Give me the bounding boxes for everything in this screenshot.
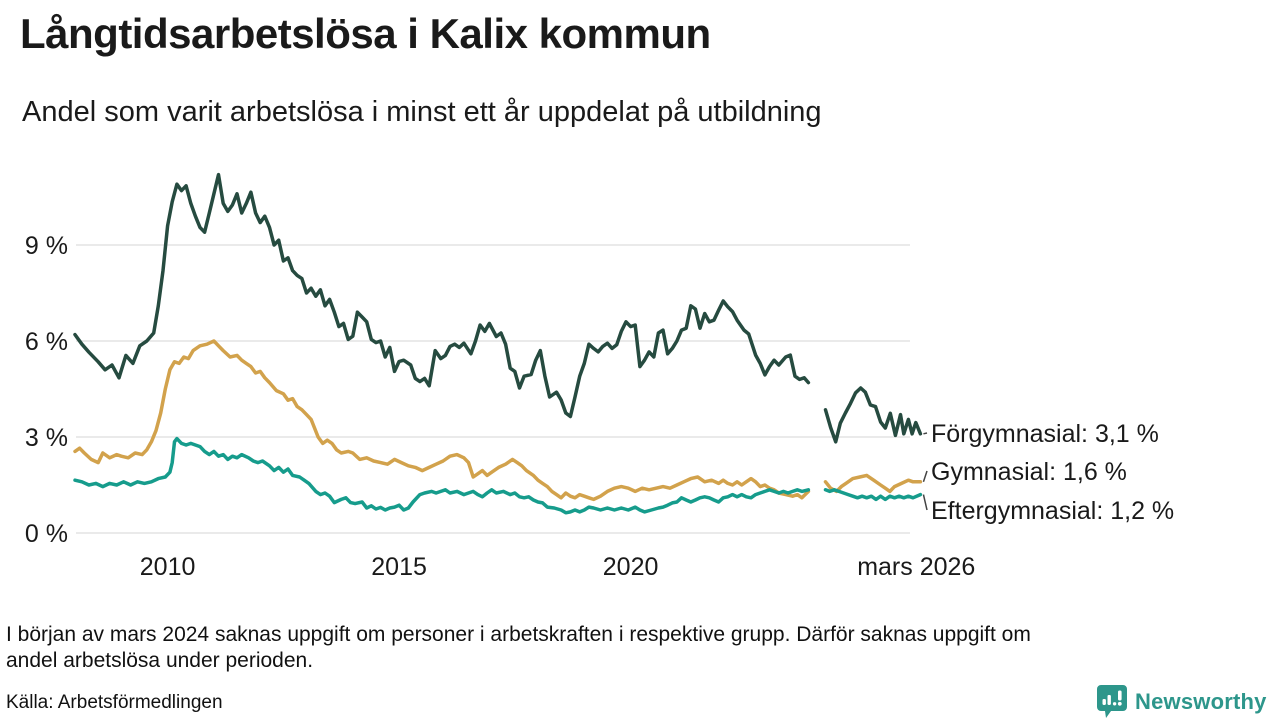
newsworthy-logo: Newsworthy — [1097, 685, 1267, 719]
y-tick-label: 3 % — [25, 424, 68, 452]
y-tick-label: 0 % — [25, 520, 68, 548]
y-tick-label: 9 % — [25, 232, 68, 260]
x-tick-label: 2015 — [371, 553, 427, 581]
series-end-label: Förgymnasial: 3,1 % — [931, 420, 1159, 448]
label-connector — [922, 470, 928, 483]
series-line-eftergymnasial — [823, 488, 923, 502]
series-line-förgymnasial — [823, 386, 923, 444]
page-title: Långtidsarbetslösa i Kalix kommun — [20, 10, 711, 57]
x-tick-label: 2010 — [140, 553, 196, 581]
series-line-gymnasial — [73, 339, 811, 502]
bar-chart-speech-bubble-icon — [1097, 685, 1127, 718]
chart-subtitle: Andel som varit arbetslösa i minst ett å… — [22, 96, 822, 128]
source-label: Källa: Arbetsförmedlingen — [6, 692, 223, 713]
series-end-label: Gymnasial: 1,6 % — [931, 458, 1127, 486]
series-line-eftergymnasial — [73, 436, 811, 515]
label-connector — [923, 432, 928, 435]
newsworthy-wordmark: Newsworthy — [1135, 689, 1267, 714]
series-end-label: Eftergymnasial: 1,2 % — [931, 497, 1174, 525]
x-tick-label: mars 2026 — [857, 553, 975, 581]
x-tick-label: 2020 — [603, 553, 659, 581]
label-connector — [922, 494, 928, 511]
series-line-förgymnasial — [73, 172, 811, 419]
footnote-line-1: I början av mars 2024 saknas uppgift om … — [6, 623, 1031, 646]
y-tick-label: 6 % — [25, 328, 68, 356]
footnote-line-2: andel arbetslösa under perioden. — [6, 649, 314, 672]
chart-footnote: I början av mars 2024 saknas uppgift om … — [6, 622, 1031, 674]
series-line-gymnasial — [823, 473, 923, 494]
